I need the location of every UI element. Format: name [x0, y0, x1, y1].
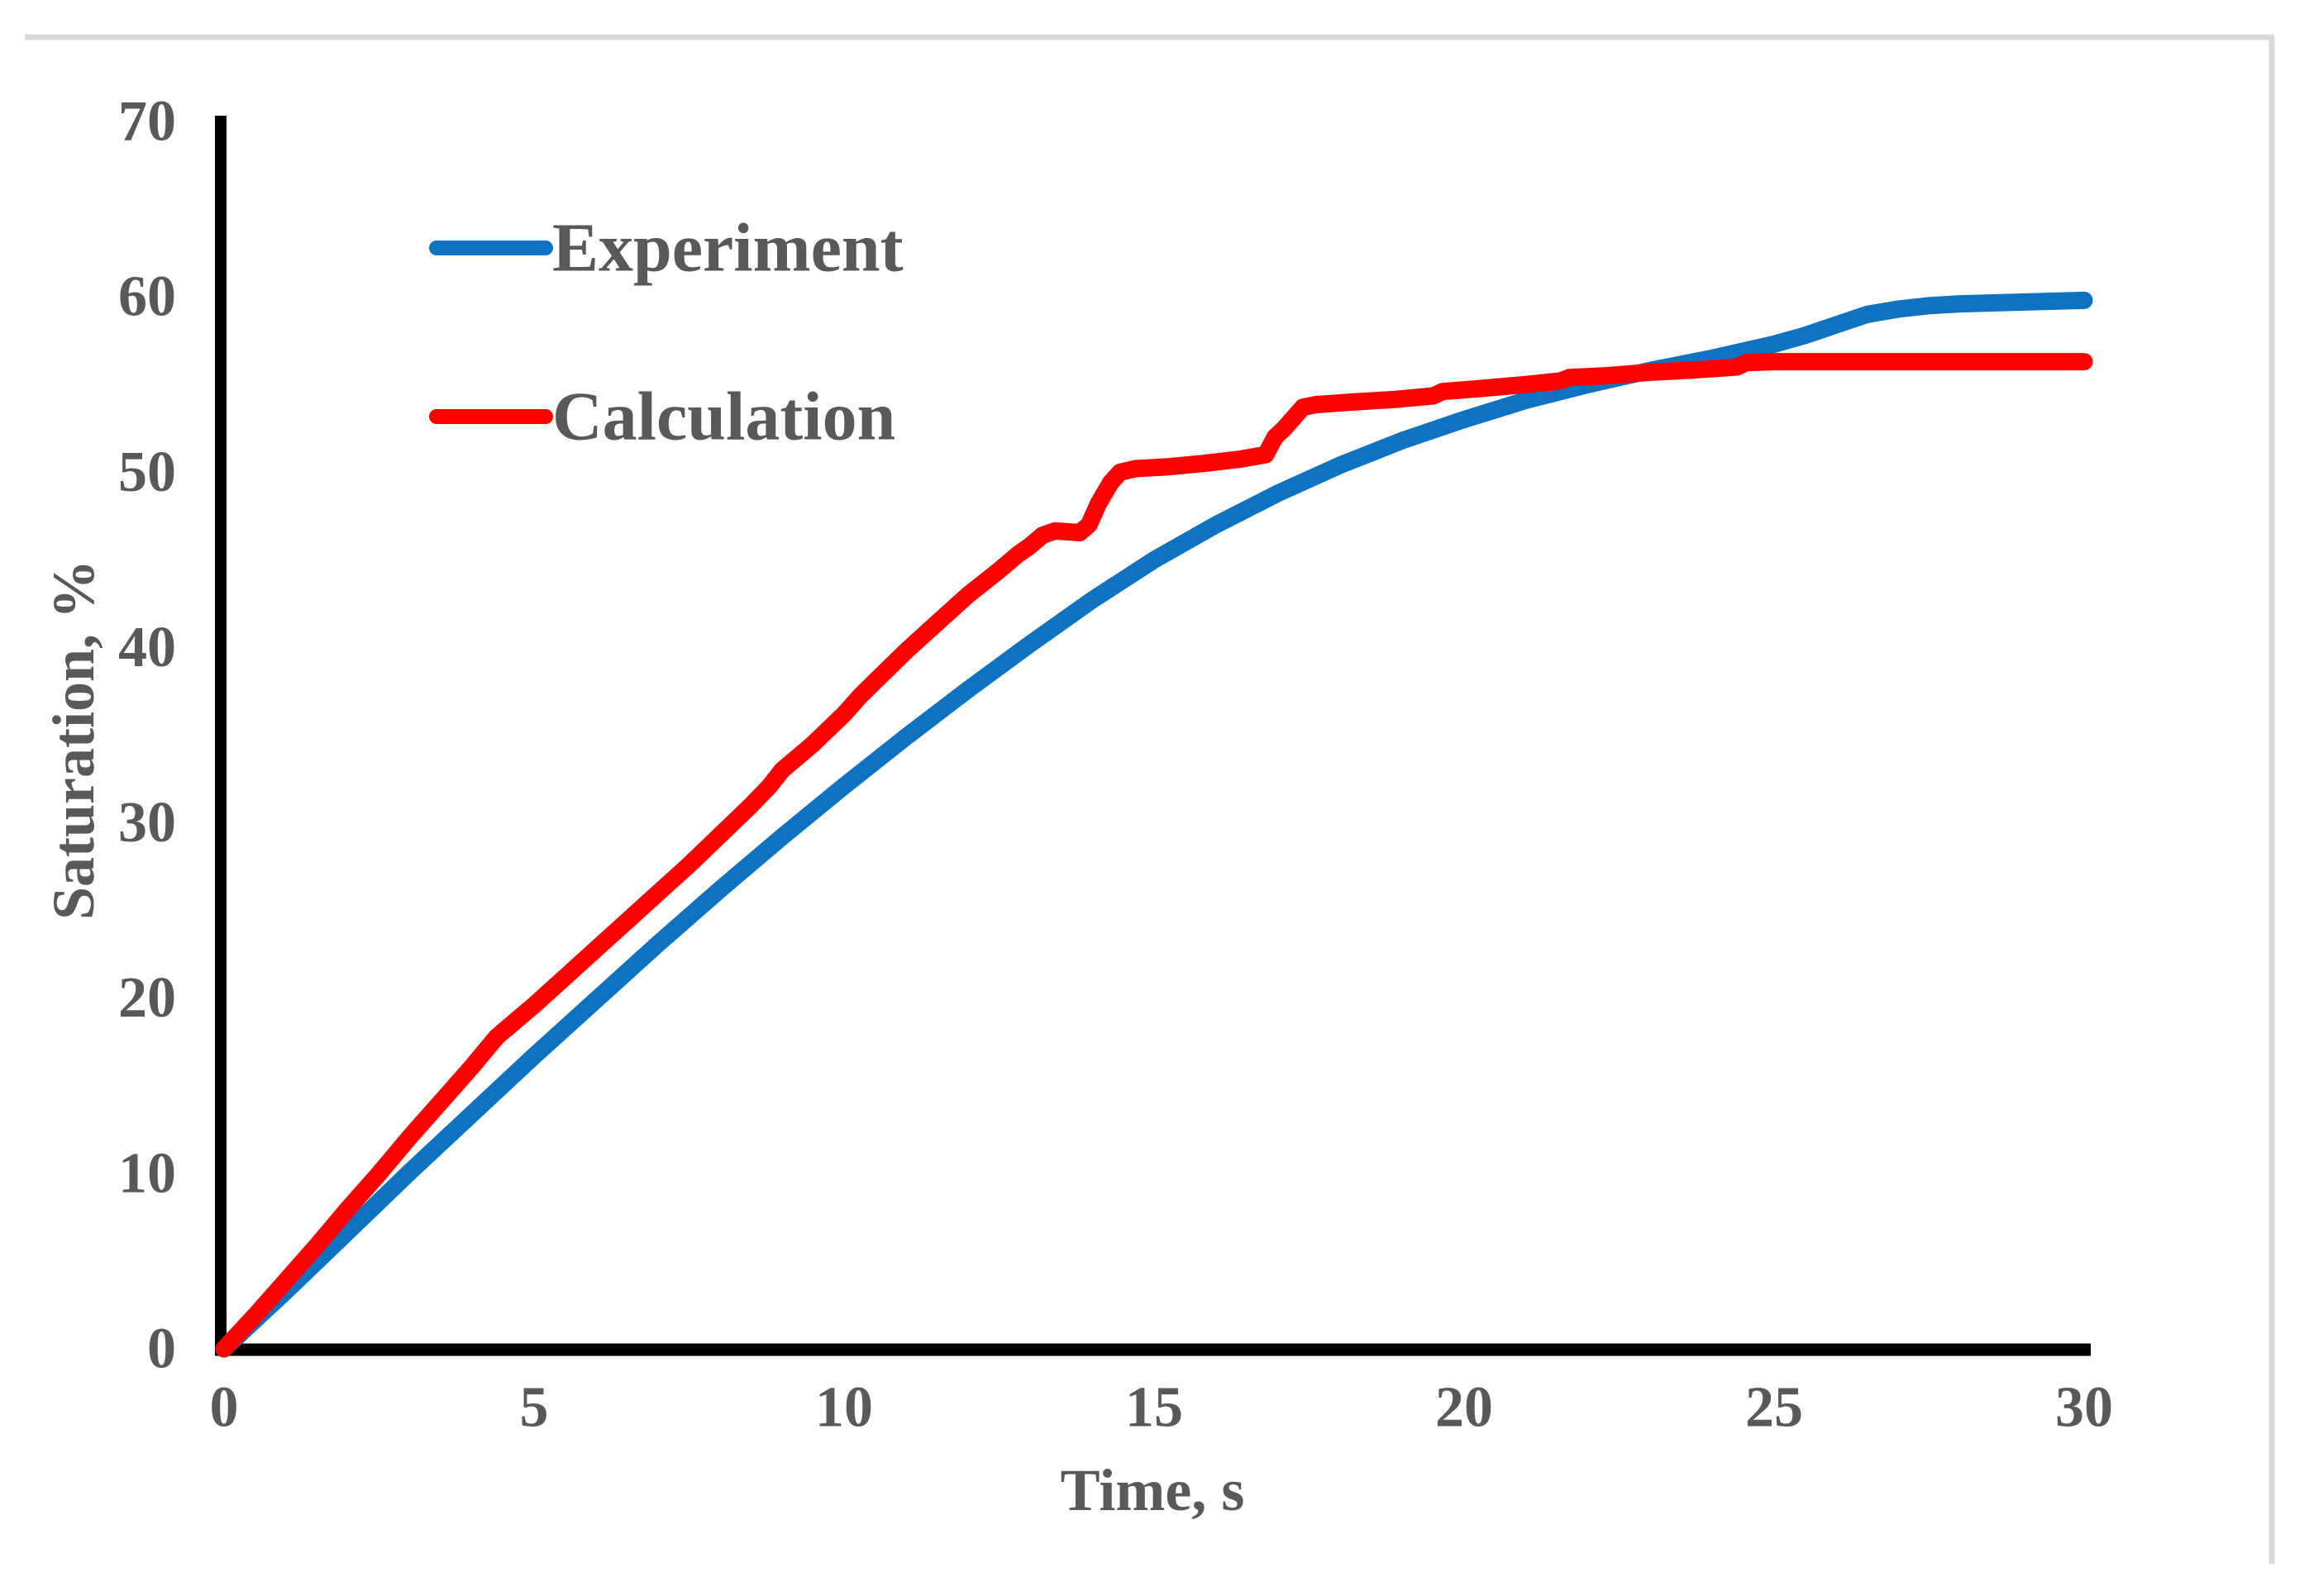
x-tick-label: 5	[520, 1376, 549, 1440]
legend-label-experiment: Experiment	[552, 210, 904, 287]
y-tick-label: 40	[118, 616, 176, 679]
x-tick-label: 15	[1125, 1376, 1183, 1440]
y-axis-title: Saturation, %	[41, 560, 107, 920]
x-tick-label: 10	[815, 1376, 873, 1440]
x-tick-label: 25	[1745, 1376, 1803, 1440]
y-tick-label: 70	[118, 90, 176, 154]
y-tick-label: 30	[118, 791, 176, 855]
x-tick-label: 0	[210, 1376, 239, 1440]
series-experiment-line	[215, 291, 2093, 1358]
x-tick-label: 30	[2055, 1376, 2113, 1440]
legend-label-calculation: Calculation	[552, 379, 895, 455]
y-tick-label: 50	[118, 441, 176, 504]
y-tick-label: 60	[118, 265, 176, 329]
series-calculation-line	[215, 353, 2093, 1358]
x-tick-label: 20	[1435, 1376, 1493, 1440]
y-tick-label: 10	[118, 1141, 176, 1205]
y-tick-label: 0	[147, 1317, 176, 1381]
y-tick-label: 20	[118, 966, 176, 1030]
x-axis-title: Time, s	[1061, 1457, 1245, 1523]
